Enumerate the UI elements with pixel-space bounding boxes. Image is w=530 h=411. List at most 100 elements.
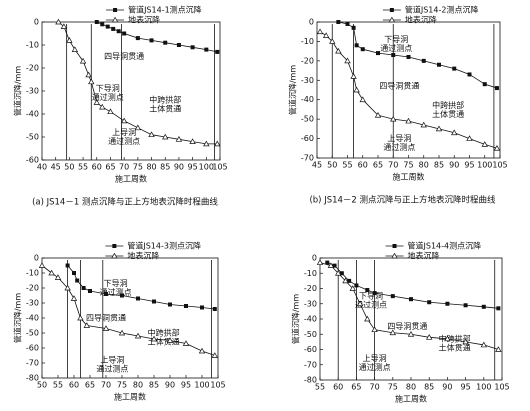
x-tick-label: 45 xyxy=(312,161,322,170)
x-tick-label: 85 xyxy=(160,163,170,172)
marker-square xyxy=(72,271,76,275)
marker-triangle xyxy=(198,347,206,354)
marker-square xyxy=(200,305,204,310)
marker-square xyxy=(437,62,441,67)
annotation: 下导洞 xyxy=(104,278,128,288)
x-tick-label: 90 xyxy=(449,161,459,170)
marker-square xyxy=(360,47,365,52)
annotation: 通过测点 xyxy=(380,43,412,53)
y-tick-label: -70 xyxy=(301,154,314,163)
marker-square xyxy=(176,43,181,47)
y-axis-title: 管道沉降/mm xyxy=(13,66,23,116)
x-tick-label: 60 xyxy=(69,381,79,390)
annotation: 通过测点 xyxy=(100,287,132,297)
y-tick-label: -70 xyxy=(304,360,317,369)
marker-triangle xyxy=(371,326,378,333)
marker-square xyxy=(325,260,330,265)
marker-square xyxy=(463,303,468,308)
x-tick-label: 100 xyxy=(477,161,492,170)
marker-square xyxy=(347,278,352,283)
marker-triangle xyxy=(88,78,95,85)
x-tick-label: 60 xyxy=(333,383,343,392)
y-tick-label: -10 xyxy=(304,269,317,278)
marker-square xyxy=(391,53,396,58)
marker-triangle xyxy=(390,115,397,122)
marker-triangle xyxy=(111,252,118,259)
legend-label: 管道JS14-2测点沉降 xyxy=(405,5,479,15)
x-tick-label: 85 xyxy=(149,381,159,390)
x-tick-label: 50 xyxy=(64,163,74,172)
y-tick-label: -30 xyxy=(26,299,39,308)
marker-triangle xyxy=(329,38,336,44)
marker-square xyxy=(122,31,127,36)
marker-triangle xyxy=(79,57,87,64)
marker-triangle xyxy=(462,338,469,345)
x-tick-label: 75 xyxy=(388,383,398,392)
marker-triangle xyxy=(391,252,398,259)
annotation: 通过测点 xyxy=(383,142,415,152)
y-tick-label: -60 xyxy=(26,344,39,353)
annotation: 上导洞 xyxy=(100,355,124,365)
annotation: 四导洞贯通 xyxy=(379,81,419,91)
marker-triangle xyxy=(407,330,415,337)
x-tick-label: 55 xyxy=(315,383,325,392)
y-tick-label: -10 xyxy=(26,41,39,50)
annotation: 通过测点 xyxy=(108,136,140,146)
marker-square xyxy=(336,20,341,24)
marker-triangle xyxy=(349,285,356,291)
annotation: 土体贯通 xyxy=(148,337,180,347)
annotation: 土体贯通 xyxy=(439,342,471,352)
x-tick-label: 65 xyxy=(351,383,361,392)
x-tick-label: 80 xyxy=(419,161,429,170)
marker-triangle xyxy=(389,329,396,336)
marker-triangle xyxy=(374,111,382,118)
marker-triangle xyxy=(350,73,357,79)
y-tick-label: -40 xyxy=(301,95,314,104)
y-tick-label: -30 xyxy=(301,76,314,85)
y-tick-label: -20 xyxy=(26,284,39,293)
marker-triangle xyxy=(444,335,451,342)
x-tick-label: 80 xyxy=(146,163,156,172)
x-tick-label: 55 xyxy=(342,161,352,170)
x-tick-label: 70 xyxy=(101,381,111,390)
x-tick-label: 55 xyxy=(78,163,88,172)
marker-triangle xyxy=(495,346,502,352)
x-tick-label: 85 xyxy=(424,383,434,392)
marker-triangle xyxy=(466,135,473,141)
marker-triangle xyxy=(356,300,364,307)
annotation: 上导洞 xyxy=(363,353,387,363)
x-tick-label: 45 xyxy=(51,163,61,172)
legend-label: 地表沉降 xyxy=(405,15,437,25)
marker-triangle xyxy=(211,352,218,358)
legend-label: 管道JS14-3测点沉降 xyxy=(127,241,201,251)
series-line xyxy=(96,21,218,53)
y-tick-label: -80 xyxy=(26,374,39,383)
x-tick-label: 105 xyxy=(210,381,225,390)
y-tick-label: -20 xyxy=(301,56,314,65)
marker-square xyxy=(116,29,121,34)
y-tick-label: -60 xyxy=(301,134,314,143)
marker-triangle xyxy=(189,138,196,144)
marker-triangle xyxy=(166,337,174,343)
y-tick-label: 0 xyxy=(34,18,39,27)
series-line xyxy=(327,262,499,309)
marker-square xyxy=(94,20,99,24)
y-tick-label: 0 xyxy=(309,18,314,27)
marker-triangle xyxy=(38,262,46,268)
annotation: 土体贯通 xyxy=(149,104,181,114)
x-tick-label: 105 xyxy=(212,163,227,172)
x-tick-label: 80 xyxy=(133,381,143,390)
x-tick-label: 90 xyxy=(174,163,184,172)
caption: (b) JS14－2 测点沉降与正上方地表沉降时程曲线 xyxy=(309,195,496,206)
legend-label: 地表沉降 xyxy=(408,251,440,261)
x-tick-label: 95 xyxy=(464,161,474,170)
annotation: 下导洞 xyxy=(96,83,120,93)
marker-square xyxy=(467,72,472,77)
marker-square xyxy=(332,263,337,268)
x-tick-label: 95 xyxy=(188,163,198,172)
legend-label: 管道JS14-1测点沉降 xyxy=(128,5,202,15)
marker-triangle xyxy=(107,108,114,115)
y-tick-label: -10 xyxy=(301,37,314,46)
marker-square xyxy=(372,291,377,296)
marker-triangle xyxy=(71,46,79,52)
